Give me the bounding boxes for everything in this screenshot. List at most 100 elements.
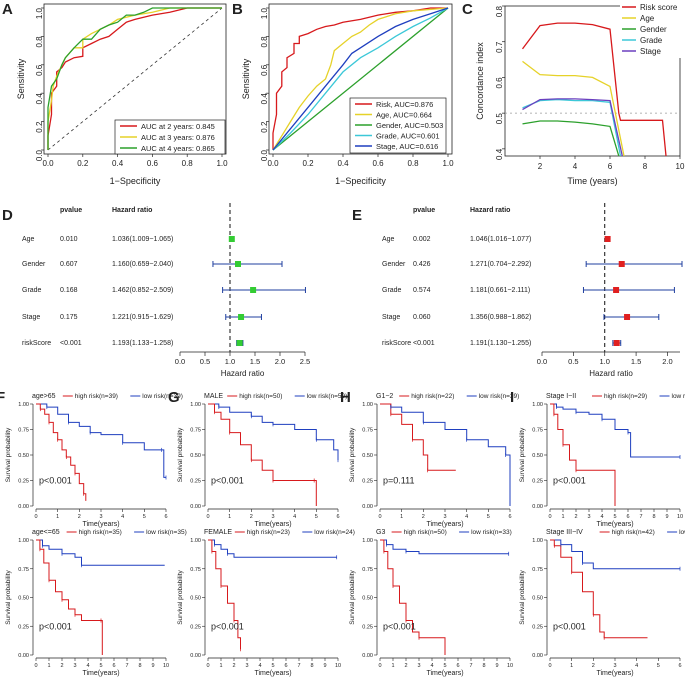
x-tick-label: 1 [56,514,59,520]
y-tick-label: 0.00 [362,653,373,659]
cindex-line-stage [522,98,623,156]
cindex-line-age [522,60,625,156]
forest-panel-E: pvalue Hazard ratio Age 0.002 1.046(1.016−1.… [382,203,683,378]
x-tick-label: 0.4 [337,159,349,168]
roc-panel-A: 0.0 0.2 0.4 0.6 0.8 1.0 0.0 0.2 0.4 0.6 0.8 1.0 1−Sp… [16,3,228,186]
row-label: riskScore [382,340,411,347]
y-tick-label: 1.00 [190,538,201,544]
x-tick-label: 1 [47,663,50,669]
x-tick-label: 10 [507,663,513,669]
x-tick-label: 0 [378,663,381,669]
p-value: p=0.111 [383,476,414,486]
y-tick-label: 0.25 [532,624,543,630]
legend-entry: Age, AUC=0.664 [376,111,432,120]
y-tick-label: 0.00 [190,504,201,510]
legend-entry: Gender [640,25,667,34]
y-axis-label: Sensitivity [16,58,26,99]
y-tick-label: 0.4 [495,148,504,160]
x-tick-label: 0 [34,514,37,520]
roc-panel-B: 0.0 0.2 0.4 0.6 0.8 1.0 0.0 0.2 0.4 0.6 0.8 1.0 1−Sp… [241,3,454,186]
row-hazard-ratio: 1.046(1.016−1.077) [470,236,531,243]
km-curve-low-risk [550,403,680,458]
y-axis-label: Survival probability [177,427,184,482]
x-tick-label: 5 [271,663,274,669]
x-tick-label: 0 [548,663,551,669]
y-tick-label: 0.50 [18,596,29,602]
cindex-panel: 2 4 6 8 10 0.4 0.5 0.6 0.7 0.8 Time (years) Concord… [475,2,685,186]
row-pvalue: <0.001 [413,340,435,347]
km-panel: age<=65 high risk(n=35) low risk(n=35) 0.00… [5,529,187,677]
x-tick-label: 2 [422,514,425,520]
x-tick-label: 3 [245,663,248,669]
y-tick-label: 0.5 [495,113,504,125]
y-tick-label: 0.25 [190,479,201,485]
y-axis-label: Survival probability [519,569,526,624]
p-value: p<0.001 [553,476,586,486]
p-value: p<0.001 [383,622,416,632]
y-axis-label: Concordance index [475,42,485,120]
x-tick-label: 0.6 [372,159,384,168]
km-panel: FEMALE high risk(n=23) low risk(n=24) 0.00 0… [177,529,355,677]
km-panel: Stage III−IV high risk(n=42) low risk(n=30… [519,529,685,677]
x-tick-label: 5 [657,663,660,669]
x-tick-label: 7 [125,663,128,669]
y-tick-label: 0.75 [362,567,373,573]
x-tick-label: 1 [391,663,394,669]
x-tick-label: 2 [574,514,577,520]
row-pvalue: 0.607 [60,261,78,268]
row-pvalue: 0.175 [60,314,78,321]
y-tick-label: 0.75 [190,567,201,573]
x-tick-label: 10 [676,162,685,171]
km-panel: MALE high risk(n=50) low risk(n=50) 0.00 0.2… [177,393,347,528]
y-tick-label: 0.00 [362,504,373,510]
p-value: p<0.001 [39,622,72,632]
row-hazard-ratio: 1.193(1.133−1.258) [112,340,173,347]
km-panel: Stage I−II high risk(n=29) low risk(n=39) 0… [519,393,685,528]
hazard-ratio-marker [238,314,245,320]
strata-title: G3 [376,529,385,536]
km-curve-high-risk [36,539,103,655]
y-axis-label: Survival probability [177,569,184,624]
x-tick-label: 6 [626,514,629,520]
km-panel: age>65 high risk(n=39) low risk(n=39) 0.00 0… [5,393,183,528]
x-axis-label: Hazard ratio [589,369,633,378]
legend-entry: Grade, AUC=0.601 [376,132,440,141]
y-tick-label: 0.4 [260,93,269,105]
panel-label-b: B [232,1,243,18]
y-tick-label: 0.50 [362,596,373,602]
y-axis-label: Survival probability [5,427,12,482]
row-pvalue: 0.010 [60,236,78,243]
x-tick-label: 3 [613,663,616,669]
y-tick-label: 0.8 [495,5,504,17]
y-tick-label: 0.75 [532,567,543,573]
x-tick-label: 1 [561,514,564,520]
km-curve-high-risk [550,539,648,639]
y-tick-label: 0.75 [362,428,373,434]
x-axis-label: Time(years) [254,670,291,677]
x-tick-label: 7 [297,663,300,669]
x-tick-label: 1.0 [442,159,454,168]
y-tick-label: 1.00 [362,538,373,544]
y-tick-label: 0.75 [190,428,201,434]
y-tick-label: 0.7 [495,41,504,53]
km-curve-high-risk [380,539,446,655]
p-value: p<0.001 [211,622,244,632]
x-tick-label: 9 [495,663,498,669]
x-tick-label: 0.5 [200,357,210,366]
row-hazard-ratio: 1.356(0.988−1.862) [470,314,531,321]
row-pvalue: 0.060 [413,314,431,321]
strata-title: Stage III−IV [546,529,583,536]
legend-entry: Risk, AUC=0.876 [376,100,433,109]
y-tick-label: 0.8 [260,36,269,48]
x-tick-label: 6 [284,663,287,669]
km-curve-high-risk [36,403,87,501]
x-tick-label: 1 [400,514,403,520]
y-tick-label: 0.6 [35,64,44,76]
x-tick-label: 1 [570,663,573,669]
x-tick-label: 0.0 [537,357,547,366]
x-tick-label: 2 [60,663,63,669]
x-tick-label: 2.0 [662,357,672,366]
roc-curve-risk [272,7,448,150]
x-tick-label: 0.0 [42,159,54,168]
plot-frame [268,3,453,155]
